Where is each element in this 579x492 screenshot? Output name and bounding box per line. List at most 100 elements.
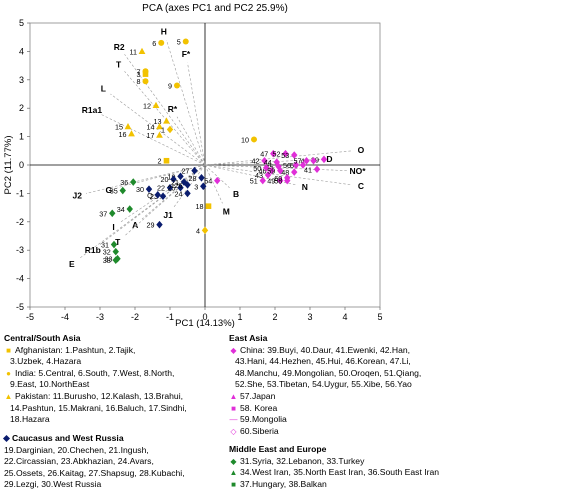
diamond-marker: [177, 183, 184, 192]
diamond-marker: [259, 176, 266, 185]
circle-marker: [182, 38, 189, 45]
loading-vector-line: [99, 113, 206, 166]
point-label: 38: [103, 256, 111, 265]
point-label: 53: [281, 151, 289, 160]
x-tick-label: -1: [166, 312, 174, 322]
loading-vector-label: R2: [114, 42, 125, 52]
legend-item-text: 9.East, 10.NorthEast: [10, 379, 90, 390]
navy-diamond-icon: [2, 434, 11, 443]
loading-vector-label: D: [326, 154, 332, 164]
point-label: 10: [241, 135, 249, 144]
loading-vector-line: [176, 116, 206, 166]
loading-vector-label: A: [132, 220, 138, 230]
point-label: 2: [158, 157, 162, 166]
point-label: 43: [255, 171, 263, 180]
triangle-icon: ▲: [229, 391, 238, 401]
y-tick-label: 1: [19, 132, 24, 142]
diamond-marker: [109, 209, 116, 218]
point-label: 21: [171, 178, 179, 187]
loading-vector-label: T: [116, 59, 122, 69]
y-tick-label: -3: [16, 245, 24, 255]
loading-vector-label: E: [69, 259, 75, 269]
triangle-marker: [163, 117, 170, 124]
point-label: 3: [194, 182, 198, 191]
triangle-marker: [152, 101, 160, 108]
legend-item: ■ 37.Hungary, 38.Balkan: [229, 479, 577, 491]
diamond-marker: [145, 185, 153, 193]
legend-item-text: Pakistan: 11.Burusho, 12.Kalash, 13.Brah…: [15, 390, 184, 401]
point-label: 37: [99, 209, 107, 218]
diamond-marker: [275, 162, 282, 171]
circle-icon: ●: [6, 368, 11, 378]
triangle-marker: [128, 130, 135, 137]
loading-vector-label: F*: [182, 49, 191, 59]
legend-item: 25.Ossets, 26.Kaitag, 27.Shapsug, 28.Kub…: [4, 467, 185, 478]
point-label: 33: [105, 255, 113, 264]
point-label: 17: [147, 131, 155, 140]
triangle-icon: ▲: [229, 468, 238, 478]
x-tick-label: -3: [96, 312, 104, 322]
legend-item: —59.Mongolia: [229, 414, 577, 426]
legend-item-text: 57.Japan: [240, 390, 276, 401]
y-tick-label: 2: [19, 103, 24, 113]
loading-vector-label: J1: [163, 210, 173, 220]
diamond-marker: [277, 166, 284, 175]
legend-item-text: 34.West Iran, 35.North East Iran, 36.Sou…: [240, 467, 440, 478]
legend-item-text: 58. Korea: [240, 402, 278, 413]
point-label: 44: [264, 158, 272, 167]
square-marker: [163, 157, 170, 164]
legend-item-text: 18.Hazara: [10, 414, 50, 425]
square-icon: ■: [231, 403, 236, 413]
loading-vector-label: L: [101, 84, 106, 94]
loading-vector-label: T: [115, 237, 121, 247]
legend-item: 22.Circassian, 23.Abkhazian, 24.Avars,: [4, 456, 154, 467]
point-label: 24: [175, 189, 183, 198]
point-label: 54: [204, 177, 212, 186]
legend-item-text: 52.She, 53.Tibetan, 54.Uygur, 55.Xibe, 5…: [235, 379, 412, 390]
point-label: 20: [161, 175, 169, 184]
loading-vector-label: R1a1: [82, 105, 103, 115]
legend-item: 9.East, 10.NorthEast: [4, 379, 226, 391]
legend-item-text: India: 5.Central, 6.South, 7.West, 8.Nor…: [15, 367, 175, 378]
legend-item: ▲ 57.Japan: [229, 391, 577, 403]
point-label: 51: [250, 177, 258, 186]
diamond-marker: [184, 189, 191, 198]
legend-item: 43.Hani, 44.Hezhen, 45.Hui, 46.Korean, 4…: [229, 356, 577, 368]
point-label: 58: [274, 177, 282, 186]
diamond-marker: [184, 181, 191, 189]
point-label: 60: [274, 174, 282, 183]
diamond-marker: [166, 183, 174, 192]
legend-heading: East Asia: [229, 333, 268, 343]
point-label: 56: [283, 161, 291, 170]
loading-vector-line: [117, 164, 206, 189]
point-label: 3: [137, 70, 141, 79]
x-tick-label: -2: [131, 312, 139, 322]
point-label: 35: [110, 187, 118, 196]
legend-rows: 19.Darginian, 20.Chechen, 21.Ingush, 22.C…: [4, 445, 226, 491]
legend-heading: Central/South Asia: [4, 333, 81, 343]
legend-heading: Middle East and Europe: [229, 444, 327, 454]
circle-marker: [142, 68, 149, 75]
diamond-marker: [313, 165, 321, 174]
legend-item-text: 37.Hungary, 38.Balkan: [240, 478, 327, 489]
triangle-marker: [138, 47, 146, 54]
diamond-marker: [110, 240, 118, 249]
point-label: 52: [273, 150, 281, 159]
diamond-marker: [198, 173, 205, 182]
circle-marker: [174, 82, 180, 89]
loading-vector-line: [187, 62, 206, 166]
legend-item-text: 31.Syria, 32.Lebanon, 33.Turkey: [240, 455, 365, 466]
point-label: 16: [119, 130, 127, 139]
circle-marker: [142, 78, 149, 85]
loading-vector-line: [204, 164, 353, 186]
diamond-marker: [284, 173, 291, 182]
legend-item: ● India: 5.Central, 6.South, 7.West, 8.No…: [4, 368, 226, 380]
diamond-marker: [170, 175, 177, 183]
loading-vector-line: [78, 164, 206, 259]
diamond-marker: [201, 226, 209, 235]
loading-vector-line: [110, 93, 206, 166]
x-tick-label: 4: [342, 312, 347, 322]
point-label: 15: [115, 123, 123, 132]
legend-item: ▲ 34.West Iran, 35.North East Iran, 36.So…: [229, 467, 577, 479]
